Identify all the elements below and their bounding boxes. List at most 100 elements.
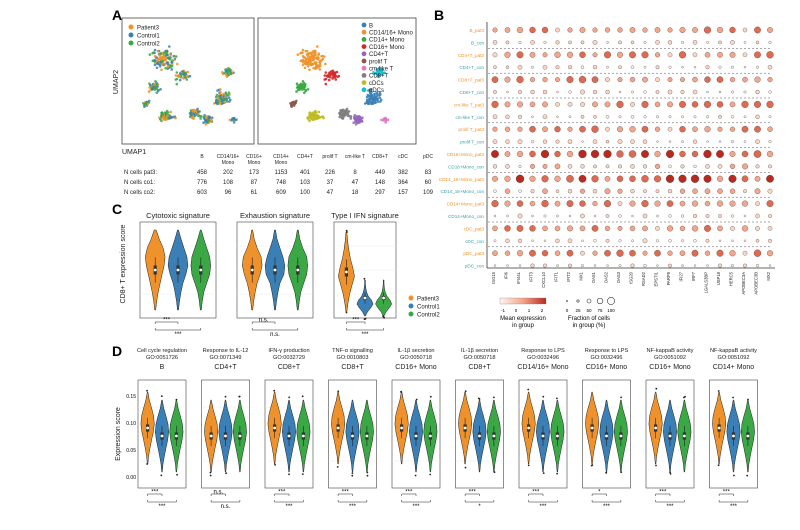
dotplot-dot — [566, 249, 574, 257]
panel-c: CD8+ T expression score Cytotoxic signat… — [120, 211, 440, 338]
dotplot-dot — [631, 239, 634, 243]
dotplot-dot — [767, 65, 773, 70]
violin-median — [351, 434, 354, 438]
dotplot-dot — [767, 27, 773, 33]
umap-point — [342, 114, 346, 118]
dotplot-dot — [580, 188, 585, 194]
dotplot-dot — [703, 26, 712, 34]
sig-label: n.s. — [270, 332, 280, 338]
sig-bracket — [147, 500, 177, 503]
sig-bracket — [718, 500, 749, 503]
dotplot-dot — [593, 214, 597, 218]
dotplot-dot — [505, 114, 510, 119]
dotplot-dot — [555, 27, 560, 33]
sig-bracket — [154, 321, 179, 324]
dotplot-dot — [742, 52, 748, 58]
umap-point — [170, 61, 173, 64]
dotplot-dot — [504, 76, 511, 83]
violin-median — [746, 434, 750, 438]
dotplot-dot — [492, 164, 498, 169]
umap-point — [224, 97, 227, 100]
umap-point — [358, 115, 361, 119]
dotplot-dot — [741, 150, 749, 158]
umap-point — [300, 83, 304, 86]
dotplot-dot — [616, 150, 624, 158]
outlier-point — [351, 474, 354, 477]
dotplot-dot — [718, 40, 722, 45]
dotplot-dot — [743, 263, 747, 268]
dotplot-dot — [593, 264, 597, 267]
dotplot-dot — [505, 40, 510, 45]
dotplot-dot — [617, 188, 623, 194]
ytick-label: 0.15 — [126, 394, 136, 400]
violin-median — [363, 296, 367, 300]
umap-point — [169, 53, 172, 57]
dotplot-dot — [592, 189, 598, 194]
dotplot-dot — [518, 189, 522, 193]
dotplot-dot — [680, 90, 685, 94]
outlier-point — [345, 229, 348, 232]
outlier-point — [160, 395, 163, 398]
colorbar-title: in group — [512, 323, 534, 329]
umap-point — [153, 54, 157, 58]
dotplot-dot — [604, 200, 612, 208]
dotplot-dot — [556, 90, 559, 94]
violin-title: Type I IFN signature — [331, 211, 399, 220]
dotplot-dot — [605, 164, 610, 169]
umap-point — [229, 70, 232, 74]
table-row-label: N cells co1: — [124, 180, 155, 186]
dotplot-dot — [643, 40, 647, 44]
size-legend-dot — [576, 299, 580, 303]
umap-point — [199, 117, 202, 120]
violin-median — [224, 434, 227, 438]
violin-median — [668, 434, 672, 438]
dotplot-dot — [629, 126, 636, 133]
dotplot-row-label: cDC_pat3 — [464, 226, 485, 231]
legend-swatch — [128, 24, 134, 30]
dotplot-dot — [605, 238, 610, 243]
outlier-point — [238, 395, 241, 398]
dotplot-dot — [529, 225, 536, 232]
dotplot-dot — [755, 114, 760, 119]
dotplot-dot — [703, 100, 712, 108]
sig-bracket — [251, 328, 299, 331]
dotplot-dot — [668, 140, 672, 143]
umap-point — [328, 72, 331, 75]
umap-point — [228, 67, 231, 70]
dotplot-gene-label: EPSTI1 — [654, 271, 659, 286]
umap-point — [215, 98, 218, 102]
umap-point — [354, 123, 358, 126]
dotplot-dot — [668, 115, 672, 119]
dotplot-dot — [768, 115, 772, 119]
violin-median — [619, 434, 623, 438]
dotplot-dot — [742, 250, 748, 256]
dotplot-dot — [579, 125, 586, 133]
table-cell: 609 — [276, 190, 287, 196]
dotplot-dot — [492, 114, 498, 119]
legend-label: Control2 — [137, 42, 160, 48]
dotplot-dot — [617, 139, 623, 144]
umap-left-frame — [121, 17, 255, 145]
dotplot-dot — [681, 115, 684, 119]
dotplot-gene-label: IFI44L — [516, 271, 521, 284]
dotplot-dot — [655, 90, 660, 94]
size-legend-tick: 25 — [575, 308, 581, 313]
dotplot-dot — [642, 250, 648, 256]
violin-cell-type: CD16+ Mono — [649, 364, 691, 371]
dotplot-row-label: CD8+T_pat3 — [458, 78, 485, 83]
dotplot-dot — [554, 200, 561, 207]
dotplot-dot — [630, 65, 635, 69]
umap-point — [169, 110, 173, 114]
violin-title: NF-kappaB activity — [647, 348, 694, 354]
violin-cell-type: B — [160, 364, 165, 371]
dotplot-dot — [542, 163, 548, 169]
dotplot-dot — [592, 27, 598, 33]
sig-bracket — [655, 493, 671, 496]
dotplot-dot — [768, 40, 772, 44]
legend-label: CD8+T — [369, 74, 389, 80]
table-cell: 401 — [300, 170, 311, 176]
sig-label: n.s. — [259, 318, 269, 324]
umap-point — [161, 63, 164, 66]
dotplot-dot — [517, 64, 523, 70]
dotplot-dot — [679, 188, 686, 194]
